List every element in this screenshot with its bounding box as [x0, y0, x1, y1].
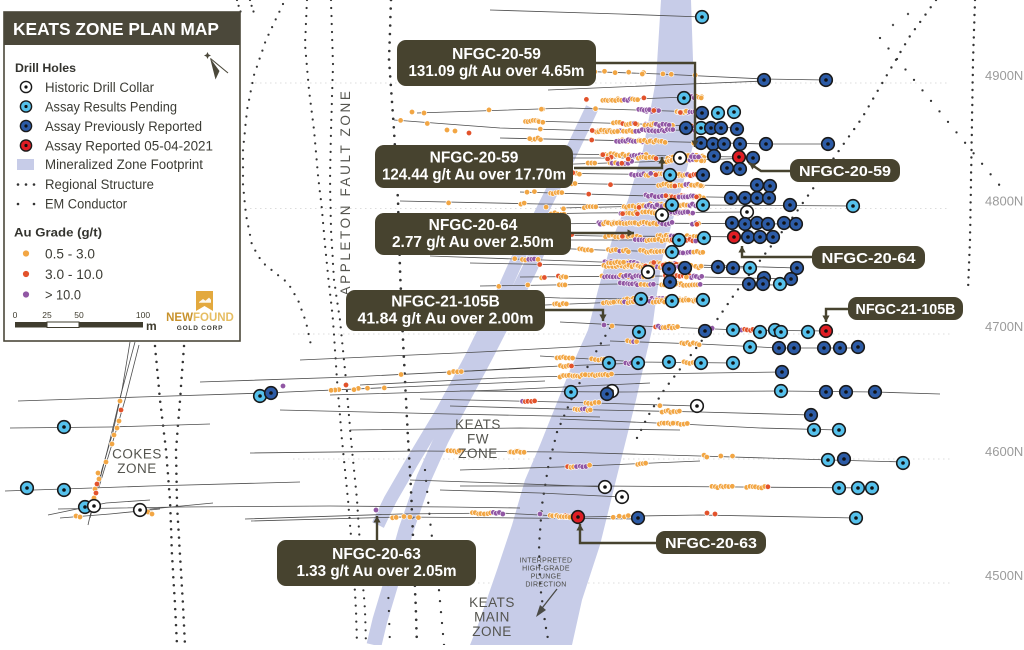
- svg-text:4800N: 4800N: [985, 194, 1023, 209]
- svg-text:m: m: [146, 319, 157, 333]
- svg-text:APPLETON FAULT ZONE: APPLETON FAULT ZONE: [338, 89, 353, 296]
- svg-text:NFGC-21-105B: NFGC-21-105B: [856, 301, 956, 318]
- svg-text:131.09 g/t Au over 4.65m: 131.09 g/t Au over 4.65m: [409, 63, 585, 80]
- svg-text:NFGC-20-64: NFGC-20-64: [429, 217, 518, 234]
- svg-text:NFGC-20-59: NFGC-20-59: [452, 46, 541, 63]
- svg-text:EM Conductor: EM Conductor: [45, 197, 127, 212]
- svg-text:1.33 g/t Au over 2.05m: 1.33 g/t Au over 2.05m: [297, 563, 457, 580]
- svg-text:ZONE: ZONE: [458, 446, 498, 461]
- svg-text:124.44 g/t Au over 17.70m: 124.44 g/t Au over 17.70m: [382, 167, 566, 184]
- svg-text:Historic Drill Collar: Historic Drill Collar: [45, 80, 154, 95]
- svg-text:Assay Results Pending: Assay Results Pending: [45, 99, 177, 114]
- svg-text:MAIN: MAIN: [474, 610, 510, 625]
- svg-text:Assay Previously Reported: Assay Previously Reported: [45, 119, 202, 134]
- svg-text:NFGC-20-59: NFGC-20-59: [430, 150, 519, 167]
- svg-text:PLUNGE: PLUNGE: [531, 574, 562, 581]
- svg-text:50: 50: [74, 310, 84, 320]
- svg-text:KEATS: KEATS: [469, 595, 515, 610]
- svg-text:KEATS: KEATS: [455, 417, 501, 432]
- svg-text:Regional Structure: Regional Structure: [45, 177, 154, 192]
- svg-text:FW: FW: [467, 432, 489, 447]
- svg-text:4600N: 4600N: [985, 444, 1023, 459]
- svg-text:Assay Reported 05-04-2021: Assay Reported 05-04-2021: [45, 138, 213, 153]
- svg-text:INTERPRETED: INTERPRETED: [520, 558, 573, 565]
- svg-text:100: 100: [136, 310, 150, 320]
- svg-text:COKES: COKES: [112, 447, 162, 462]
- svg-text:0: 0: [13, 310, 18, 320]
- svg-text:Drill Holes: Drill Holes: [15, 63, 76, 75]
- svg-text:NFGC-20-64: NFGC-20-64: [822, 250, 917, 267]
- svg-text:NFGC-21-105B: NFGC-21-105B: [391, 294, 500, 311]
- svg-text:ZONE: ZONE: [472, 624, 512, 639]
- svg-text:4900N: 4900N: [985, 68, 1023, 83]
- svg-text:4500N: 4500N: [985, 568, 1023, 583]
- svg-text:NEWFOUND: NEWFOUND: [166, 312, 234, 324]
- svg-text:KEATS ZONE PLAN MAP: KEATS ZONE PLAN MAP: [13, 19, 219, 39]
- svg-text:GOLD CORP: GOLD CORP: [177, 325, 224, 332]
- svg-text:DIRECTION: DIRECTION: [525, 582, 566, 589]
- svg-text:HIGH-GRADE: HIGH-GRADE: [522, 566, 570, 573]
- svg-text:2.77 g/t Au over 2.50m: 2.77 g/t Au over 2.50m: [392, 234, 554, 251]
- svg-text:Mineralized Zone Footprint: Mineralized Zone Footprint: [45, 157, 203, 172]
- svg-text:ZONE: ZONE: [117, 461, 157, 476]
- svg-text:4700N: 4700N: [985, 319, 1023, 334]
- svg-text:NFGC-20-63: NFGC-20-63: [665, 535, 757, 552]
- svg-text:25: 25: [42, 310, 52, 320]
- svg-text:Au Grade (g/t): Au Grade (g/t): [14, 226, 102, 240]
- svg-text:3.0 - 10.0: 3.0 - 10.0: [45, 267, 103, 282]
- svg-text:41.84 g/t Au over 2.00m: 41.84 g/t Au over 2.00m: [358, 311, 534, 328]
- svg-text:0.5 - 3.0: 0.5 - 3.0: [45, 246, 95, 261]
- svg-text:NFGC-20-59: NFGC-20-59: [799, 163, 891, 180]
- svg-text:> 10.0: > 10.0: [45, 287, 81, 302]
- svg-text:NFGC-20-63: NFGC-20-63: [332, 546, 421, 563]
